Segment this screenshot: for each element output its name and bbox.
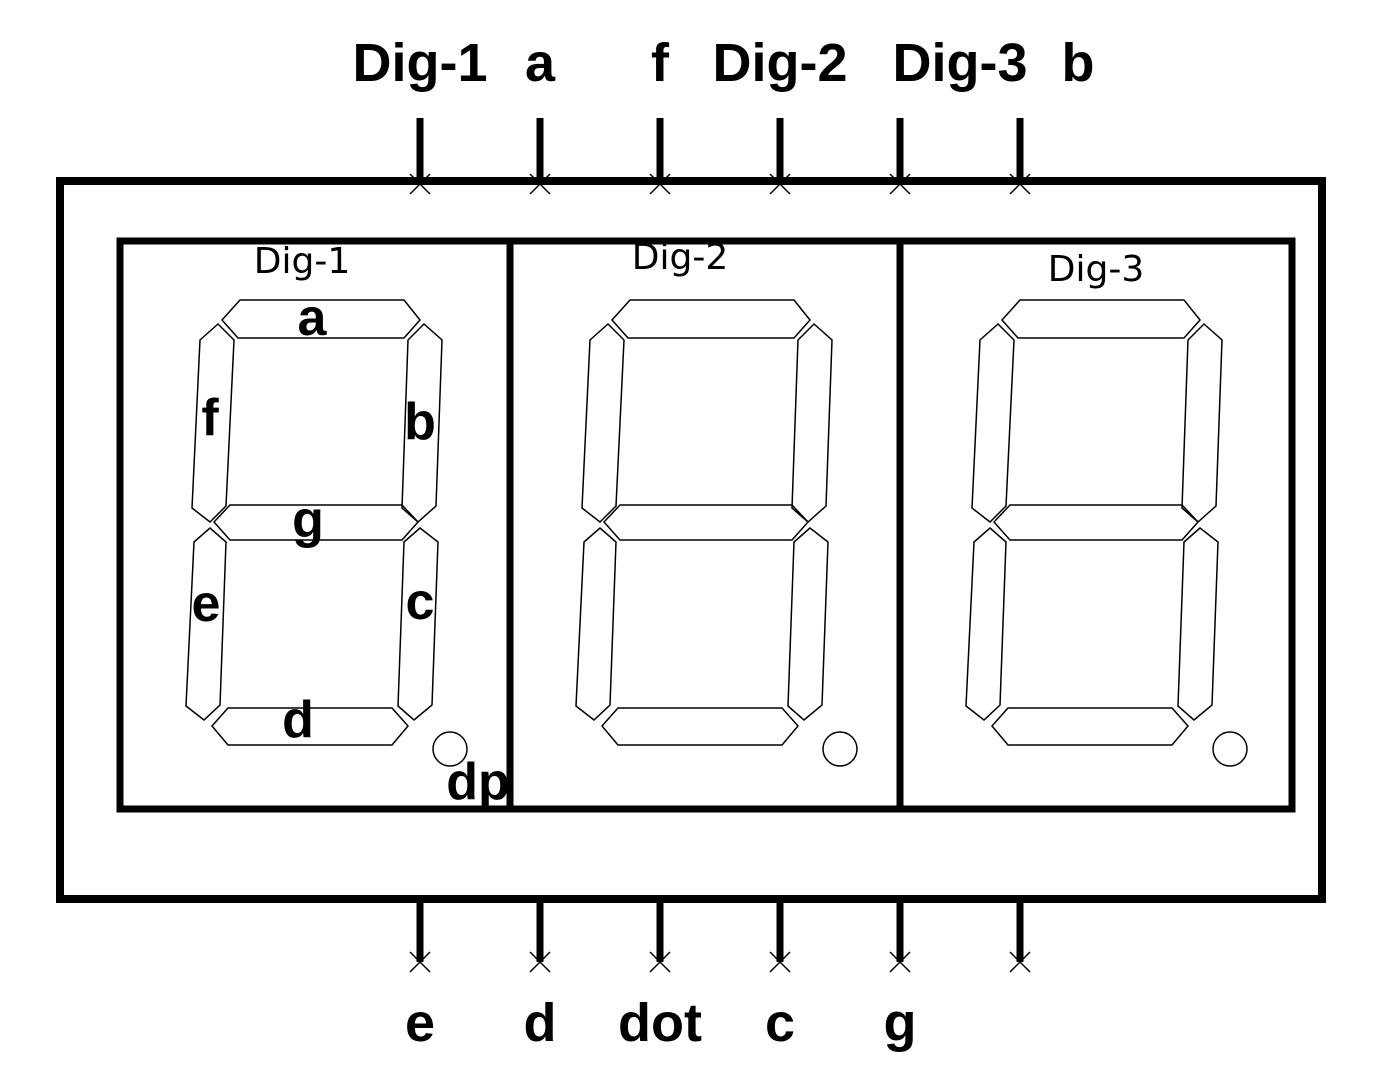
top-pin-label-4: Dig-2 <box>712 33 848 93</box>
digit-2-segment-g <box>602 504 810 541</box>
segments-layer <box>185 299 1248 767</box>
digit-2-segment-a <box>610 299 811 339</box>
bottom-pin-label-3: dot <box>618 993 702 1053</box>
top-pin-cross-2 <box>529 173 551 195</box>
bottom-pin-label-2: d <box>523 993 557 1053</box>
digit-3-segment-d <box>991 707 1189 746</box>
segment-label-dp: dp <box>446 753 510 811</box>
digit-1-segment-f <box>191 322 235 523</box>
top-pin-label-3: f <box>651 33 669 93</box>
digit-2-segment-e <box>575 527 617 721</box>
bottom-pin-cross-2 <box>529 951 551 973</box>
segment-label-b: b <box>404 393 436 451</box>
digit-1-decimal-point <box>432 731 468 767</box>
top-pin-label-1: Dig-1 <box>352 33 488 93</box>
digit-1-segment-g <box>212 504 420 541</box>
digit-2-segment-d <box>601 707 799 746</box>
digit-3-segment-b <box>1181 322 1223 523</box>
pins-layer <box>409 118 1031 973</box>
digit-2-decimal-point <box>822 731 858 767</box>
digit-1-segment-a <box>220 299 421 339</box>
display-window <box>116 237 1296 813</box>
segment-label-a: a <box>297 289 327 347</box>
digit-1-segment-d <box>211 707 409 746</box>
bottom-pin-label-5: g <box>883 993 917 1053</box>
digit-title-3: Dig-3 <box>1047 249 1145 290</box>
segment-label-e: e <box>191 575 221 633</box>
top-pin-label-2: a <box>524 33 556 93</box>
digit-2-segment-b <box>791 322 833 523</box>
segment-label-f: f <box>201 389 219 447</box>
segment-label-c: c <box>405 573 435 631</box>
bottom-pin-label-1: e <box>404 993 436 1053</box>
digit-3-segment-g <box>992 504 1200 541</box>
digit-title-1: Dig-1 <box>253 241 351 282</box>
digit-3-segment-c <box>1177 527 1219 721</box>
bottom-pin-cross-5 <box>889 951 911 973</box>
bottom-pin-cross-1 <box>409 951 431 973</box>
bottom-pin-label-4: c <box>764 993 796 1053</box>
digit-1-segment-b <box>401 322 443 523</box>
digit-3-decimal-point <box>1212 731 1248 767</box>
bottom-pin-cross-3 <box>649 951 671 973</box>
top-pin-cross-1 <box>409 173 431 195</box>
digit-3-segment-e <box>965 527 1007 721</box>
digit-title-2: Dig-2 <box>631 237 729 278</box>
digit-2-segment-c <box>787 527 829 721</box>
top-pin-cross-4 <box>769 173 791 195</box>
bottom-pin-cross-6 <box>1009 951 1031 973</box>
digit-1-segment-c <box>397 527 439 721</box>
segment-label-g: g <box>292 491 324 549</box>
top-pin-cross-3 <box>649 173 671 195</box>
segment-label-d: d <box>282 691 314 749</box>
top-pin-label-6: b <box>1061 33 1095 93</box>
top-pin-label-5: Dig-3 <box>892 33 1028 93</box>
top-pin-cross-5 <box>889 173 911 195</box>
digit-2-segment-f <box>581 322 625 523</box>
package-outline <box>56 177 1326 903</box>
bottom-pin-cross-4 <box>769 951 791 973</box>
digit-3-segment-f <box>971 322 1015 523</box>
digit-1-segment-e <box>185 527 227 721</box>
top-pin-cross-6 <box>1009 173 1031 195</box>
digit-3-segment-a <box>1000 299 1201 339</box>
